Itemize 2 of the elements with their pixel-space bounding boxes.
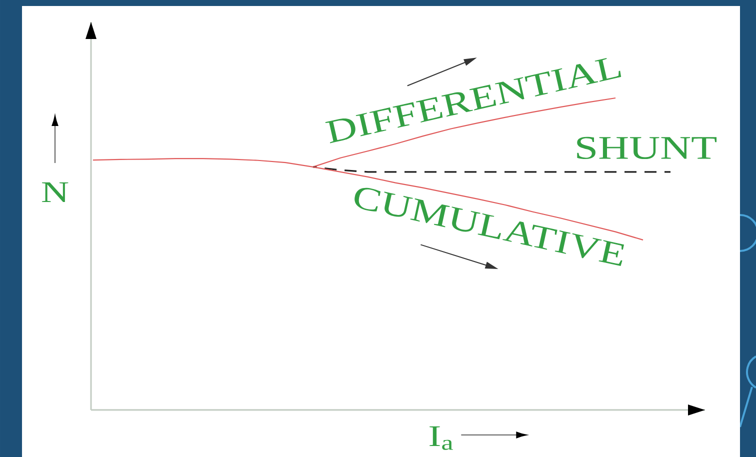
y-axis-title: N xyxy=(42,182,68,202)
x-axis-title: I$_{a}$ xyxy=(430,426,453,450)
